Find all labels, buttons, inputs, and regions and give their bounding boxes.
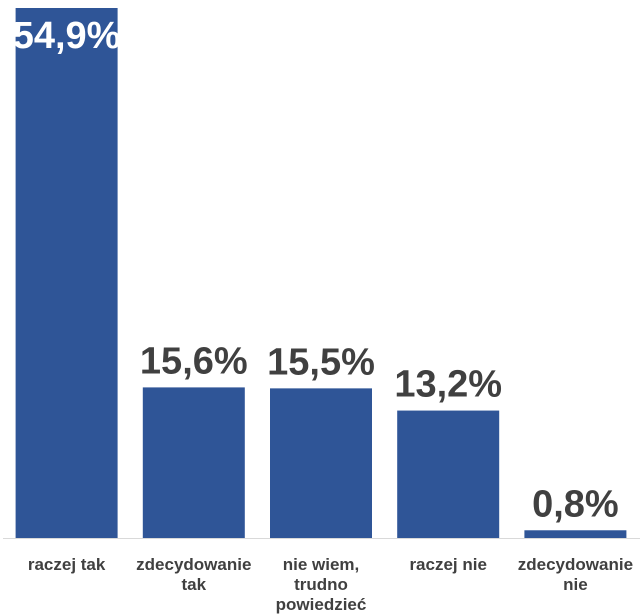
category-label-1: zdecydowanie tak bbox=[136, 555, 251, 594]
category-label-line: nie wiem, bbox=[283, 555, 360, 574]
value-label-4: 0,8% bbox=[532, 483, 619, 525]
category-label-line: nie bbox=[563, 575, 588, 594]
bar-2 bbox=[270, 388, 372, 538]
category-label-0: raczej tak bbox=[28, 555, 106, 574]
value-labels-group: 54,9% 15,6% 15,5% 13,2% 0,8% bbox=[13, 15, 619, 525]
value-label-2: 15,5% bbox=[267, 341, 375, 383]
bars-group bbox=[15, 8, 627, 538]
category-label-line: zdecydowanie bbox=[136, 555, 251, 574]
bar-0 bbox=[15, 8, 118, 538]
value-label-3: 13,2% bbox=[394, 364, 502, 406]
bar-1 bbox=[142, 387, 245, 538]
category-label-line: trudno bbox=[294, 575, 348, 594]
category-label-3: raczej nie bbox=[409, 555, 487, 574]
category-label-line: zdecydowanie bbox=[518, 555, 633, 574]
category-label-4: zdecydowanie nie bbox=[518, 555, 633, 594]
bar-3 bbox=[397, 410, 500, 538]
category-label-line: raczej tak bbox=[28, 555, 106, 574]
value-label-0: 54,9% bbox=[13, 15, 121, 57]
category-label-line: raczej nie bbox=[409, 555, 487, 574]
bar-4 bbox=[524, 530, 627, 538]
category-label-line: powiedzieć bbox=[276, 595, 367, 614]
category-label-2: nie wiem, trudno powiedzieć bbox=[276, 555, 367, 614]
value-label-1: 15,6% bbox=[140, 340, 248, 382]
category-label-line: tak bbox=[182, 575, 207, 594]
